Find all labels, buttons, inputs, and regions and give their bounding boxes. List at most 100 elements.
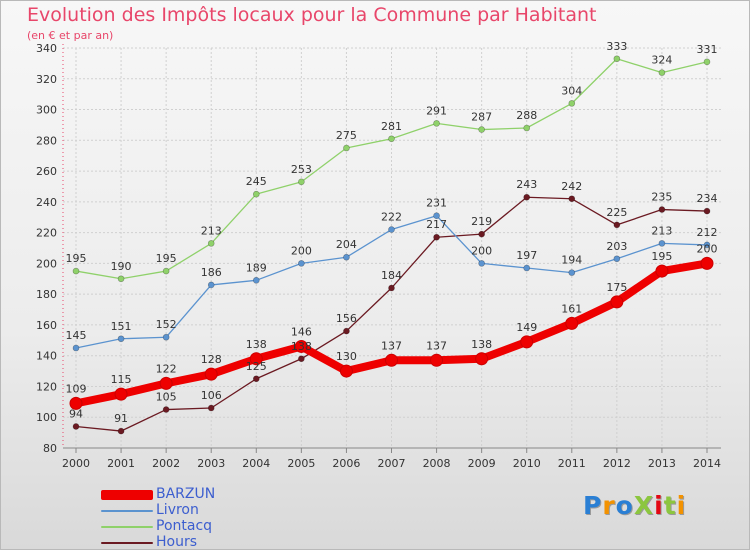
data-point-hours	[162, 406, 170, 413]
data-point-pontacq	[523, 124, 531, 132]
data-point-barzun	[69, 396, 83, 410]
data-label-livron: 197	[516, 249, 537, 262]
x-tick-label: 2002	[152, 457, 180, 470]
data-label-livron: 189	[246, 261, 267, 274]
legend-label: Hours	[156, 534, 198, 550]
data-point-hours	[613, 221, 621, 229]
data-label-livron: 213	[651, 224, 672, 237]
data-point-hours	[72, 423, 80, 430]
data-point-livron	[703, 241, 711, 249]
legend-label: BARZUN	[156, 486, 216, 502]
y-tick-label: 140	[36, 350, 57, 363]
legend-swatch	[101, 490, 153, 500]
data-point-pontacq	[72, 267, 80, 275]
data-point-hours	[207, 404, 215, 412]
legend-swatch	[101, 542, 153, 544]
y-tick-label: 80	[43, 442, 57, 455]
chart-title: Evolution des Impôts locaux pour la Comm…	[27, 4, 597, 26]
y-tick-label: 280	[36, 134, 57, 147]
y-tick-label: 100	[36, 411, 57, 424]
data-label-pontacq: 291	[426, 104, 447, 117]
legend-swatch	[101, 510, 153, 512]
data-label-barzun: 146	[291, 325, 312, 338]
data-label-pontacq: 281	[381, 120, 402, 133]
y-tick-label: 320	[36, 73, 57, 86]
y-tick-label: 340	[36, 42, 57, 55]
data-point-livron	[388, 226, 395, 233]
data-point-hours	[343, 327, 350, 335]
data-point-livron	[117, 335, 125, 343]
legend-item-livron: Livron	[101, 502, 321, 519]
y-tick-label: 200	[36, 257, 57, 270]
data-label-pontacq: 331	[697, 43, 718, 56]
data-point-livron	[433, 212, 440, 219]
data-point-pontacq	[388, 135, 395, 143]
y-tick-label: 120	[36, 380, 57, 393]
data-label-livron: 145	[66, 329, 87, 342]
data-label-barzun: 175	[606, 281, 627, 294]
data-point-barzun	[294, 339, 308, 353]
x-tick-label: 2012	[603, 457, 631, 470]
data-label-pontacq: 324	[651, 54, 672, 67]
data-point-livron	[207, 281, 215, 289]
data-label-livron: 186	[201, 266, 222, 279]
data-label-barzun: 109	[66, 382, 87, 395]
data-point-pontacq	[613, 55, 621, 63]
x-tick-label: 2004	[242, 457, 270, 470]
data-point-livron	[478, 260, 485, 267]
data-point-barzun	[520, 335, 534, 349]
data-point-barzun	[385, 353, 398, 367]
data-point-hours	[568, 195, 576, 203]
data-point-livron	[298, 260, 305, 267]
data-label-pontacq: 195	[66, 252, 87, 265]
data-label-livron: 204	[336, 238, 357, 251]
legend: BARZUN Livron Pontacq Hours	[101, 486, 321, 550]
data-label-barzun: 128	[201, 353, 222, 366]
y-tick-label: 300	[36, 104, 57, 117]
data-point-hours	[703, 207, 711, 215]
data-label-barzun: 161	[561, 302, 582, 315]
data-point-pontacq	[568, 100, 576, 107]
data-point-barzun	[114, 387, 128, 401]
data-label-barzun: 200	[697, 242, 718, 255]
legend-item-barzun: BARZUN	[101, 486, 321, 503]
data-point-livron	[72, 344, 80, 352]
legend-swatch	[101, 526, 153, 528]
data-point-barzun	[565, 316, 579, 330]
data-label-hours: 243	[516, 178, 537, 191]
data-label-hours: 156	[336, 312, 357, 325]
x-tick-label: 2014	[693, 457, 721, 470]
data-label-livron: 200	[471, 244, 492, 257]
data-point-hours	[298, 355, 305, 363]
x-tick-label: 2005	[287, 457, 315, 470]
data-point-pontacq	[433, 120, 440, 127]
data-point-livron	[252, 277, 260, 284]
data-label-hours: 105	[156, 391, 177, 404]
data-label-pontacq: 333	[606, 40, 627, 53]
data-label-barzun: 122	[156, 362, 177, 375]
data-label-hours: 138	[291, 340, 312, 353]
data-point-livron	[568, 269, 576, 276]
x-tick-label: 2009	[468, 457, 496, 470]
data-point-barzun	[700, 256, 714, 270]
data-label-hours: 225	[606, 206, 627, 219]
data-label-pontacq: 288	[516, 109, 537, 122]
x-tick-label: 2000	[62, 457, 90, 470]
x-tick-label: 2003	[197, 457, 225, 470]
data-label-livron: 203	[606, 240, 627, 253]
data-label-pontacq: 190	[111, 260, 132, 273]
y-tick-label: 240	[36, 196, 57, 209]
data-point-barzun	[430, 353, 444, 367]
data-label-hours: 94	[69, 407, 83, 420]
data-point-pontacq	[343, 144, 350, 152]
data-label-barzun: 115	[111, 373, 132, 386]
data-label-hours: 125	[246, 360, 267, 373]
x-tick-label: 2013	[648, 457, 676, 470]
data-point-livron	[613, 255, 621, 263]
data-label-barzun: 138	[246, 338, 267, 351]
legend-label: Livron	[156, 502, 199, 518]
axes: 80 100 120 140 160 180 200 220 240 260 280 300 320 34…	[36, 42, 721, 470]
y-tick-label: 260	[36, 165, 57, 178]
data-labels: 195 190 195 213 245 253 275 281 291 287 288 304 333 3…	[66, 40, 718, 425]
